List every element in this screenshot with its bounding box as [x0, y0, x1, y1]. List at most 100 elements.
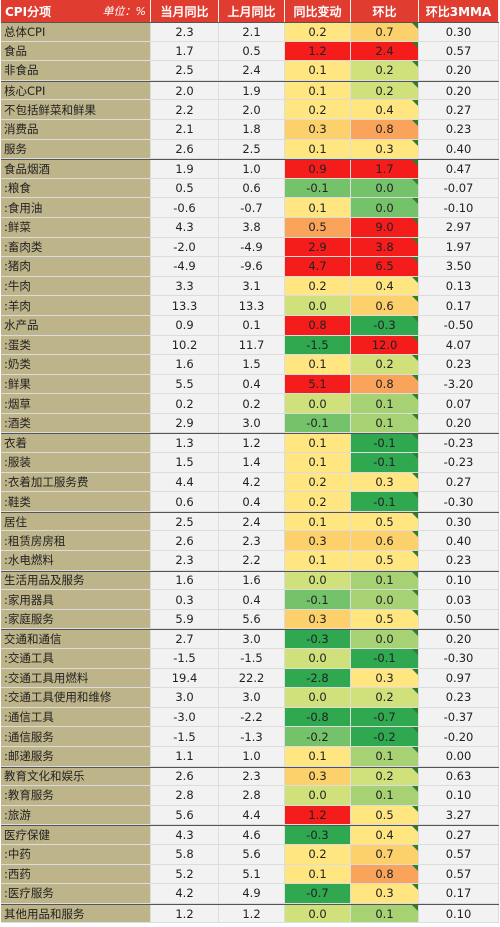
yoy-previous-cell: 2.3	[219, 531, 285, 551]
mom-3mma-cell: 0.13	[419, 276, 499, 296]
mom-3mma-cell: 0.20	[419, 81, 499, 100]
mom-3mma-cell: 0.10	[419, 904, 499, 923]
mom-cell: 0.6	[351, 296, 419, 315]
mom-3mma-cell: -0.50	[419, 315, 499, 335]
table-row: 生活用品及服务 1.6 1.6 0.0 0.1 0.10	[1, 570, 499, 591]
mom-cell: 0.0	[351, 630, 419, 648]
mom-3mma-cell: 0.23	[419, 688, 499, 707]
mom-3mma-cell: 0.57	[419, 844, 499, 864]
yoy-current-cell: 4.4	[151, 472, 219, 492]
yoy-change-cell: -0.3	[285, 826, 351, 844]
yoy-current-cell: 1.7	[151, 41, 219, 61]
mom-cell: 0.7	[351, 844, 419, 864]
yoy-current-cell: 2.5	[151, 61, 219, 80]
cell-marker-icon	[412, 805, 418, 812]
yoy-current-cell: 5.8	[151, 844, 219, 864]
table-row: 核心CPI 2.0 1.9 0.1 0.2 0.20	[1, 80, 499, 101]
row-name-cell: :畜肉类	[1, 237, 151, 257]
yoy-previous-cell: 1.0	[219, 746, 285, 766]
yoy-previous-cell: 0.6	[219, 178, 285, 198]
cell-marker-icon	[412, 434, 418, 441]
row-name-cell: :通信工具	[1, 707, 151, 727]
yoy-change-cell: 5.1	[285, 374, 351, 394]
yoy-previous-cell: 1.4	[219, 453, 285, 472]
row-name-cell: :衣着加工服务费	[1, 472, 151, 492]
row-name-cell: :鲜菜	[1, 217, 151, 237]
yoy-previous-cell: 3.0	[219, 630, 285, 648]
cell-marker-icon	[412, 571, 418, 578]
cell-marker-icon	[412, 531, 418, 538]
yoy-change-cell: 2.9	[285, 237, 351, 257]
cell-marker-icon	[412, 512, 418, 519]
mom-cell: 0.1	[351, 904, 419, 923]
mom-cell: 0.5	[351, 609, 419, 629]
yoy-change-cell: 0.0	[285, 904, 351, 923]
header-mom-3mma: 环比3MMA	[419, 0, 499, 22]
table-row: :通信服务 -1.5 -1.3 -0.2 -0.2 -0.20	[1, 727, 499, 747]
yoy-change-cell: 0.2	[285, 100, 351, 119]
mom-3mma-cell: 0.40	[419, 531, 499, 551]
row-name-cell: 不包括鲜菜和鲜果	[1, 100, 151, 119]
table-row: 非食品 2.5 2.4 0.1 0.2 0.20	[1, 61, 499, 81]
yoy-current-cell: -3.0	[151, 707, 219, 727]
row-name-cell: :服装	[1, 453, 151, 472]
mom-3mma-cell: 0.20	[419, 413, 499, 433]
yoy-current-cell: 2.5	[151, 512, 219, 531]
header-yoy-previous: 上月同比	[219, 0, 285, 22]
cell-marker-icon	[412, 767, 418, 774]
yoy-previous-cell: 2.2	[219, 551, 285, 570]
yoy-previous-cell: 13.3	[219, 296, 285, 315]
table-row: :医疗服务 4.2 4.9 -0.7 0.3 0.17	[1, 884, 499, 904]
mom-cell: -0.1	[351, 453, 419, 472]
yoy-change-cell: 0.2	[285, 23, 351, 41]
table-row: :西药 5.2 5.1 0.1 0.8 0.57	[1, 864, 499, 885]
yoy-previous-cell: 1.5	[219, 355, 285, 374]
yoy-previous-cell: 2.3	[219, 767, 285, 786]
yoy-change-cell: 0.2	[285, 492, 351, 511]
yoy-current-cell: -0.6	[151, 198, 219, 217]
table-row: :中药 5.8 5.6 0.2 0.7 0.57	[1, 844, 499, 865]
yoy-current-cell: 4.3	[151, 217, 219, 237]
yoy-previous-cell: 3.0	[219, 688, 285, 707]
cell-marker-icon	[412, 23, 418, 29]
yoy-current-cell: 1.6	[151, 571, 219, 590]
mom-3mma-cell: 0.27	[419, 100, 499, 119]
cell-marker-icon	[412, 844, 418, 851]
mom-3mma-cell: 0.10	[419, 786, 499, 805]
yoy-change-cell: 0.0	[285, 786, 351, 805]
yoy-previous-cell: 5.1	[219, 864, 285, 884]
yoy-change-cell: 0.0	[285, 296, 351, 315]
row-name-cell: :西药	[1, 864, 151, 884]
mom-cell: 0.2	[351, 355, 419, 374]
cell-marker-icon	[412, 609, 418, 616]
row-name-cell: :通信服务	[1, 727, 151, 746]
yoy-change-cell: 1.2	[285, 41, 351, 61]
yoy-current-cell: 2.6	[151, 531, 219, 551]
yoy-change-cell: 0.3	[285, 767, 351, 786]
mom-3mma-cell: 0.00	[419, 746, 499, 766]
yoy-change-cell: -0.2	[285, 727, 351, 746]
row-name-cell: :鲜果	[1, 374, 151, 394]
yoy-change-cell: -0.1	[285, 178, 351, 198]
yoy-current-cell: 2.2	[151, 100, 219, 119]
mom-cell: 3.8	[351, 237, 419, 257]
yoy-current-cell: 2.6	[151, 767, 219, 786]
yoy-previous-cell: 2.4	[219, 512, 285, 531]
cell-marker-icon	[412, 453, 418, 460]
yoy-change-cell: -0.8	[285, 707, 351, 727]
yoy-current-cell: 1.1	[151, 746, 219, 766]
yoy-previous-cell: 4.6	[219, 826, 285, 844]
yoy-previous-cell: -9.6	[219, 257, 285, 276]
yoy-current-cell: 10.2	[151, 335, 219, 355]
table-row: :服装 1.5 1.4 0.1 -0.1 -0.23	[1, 453, 499, 473]
yoy-current-cell: 5.6	[151, 805, 219, 825]
header-yoy-current: 当月同比	[151, 0, 219, 22]
mom-3mma-cell: 0.30	[419, 512, 499, 531]
yoy-previous-cell: 0.2	[219, 394, 285, 413]
cell-marker-icon	[412, 688, 418, 695]
table-body: 总体CPI 2.3 2.1 0.2 0.7 0.30 食品 1.7 0.5 1.2 2.4 0.57 非…	[1, 22, 499, 924]
table-row: :烟草 0.2 0.2 0.0 0.1 0.07	[1, 394, 499, 414]
mom-cell: -0.2	[351, 727, 419, 746]
yoy-previous-cell: -1.5	[219, 649, 285, 668]
yoy-current-cell: 1.5	[151, 453, 219, 472]
